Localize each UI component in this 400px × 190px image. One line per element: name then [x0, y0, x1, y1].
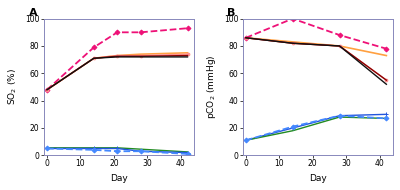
Y-axis label: SO$_2$ (%): SO$_2$ (%): [7, 69, 20, 105]
Text: A: A: [29, 8, 37, 18]
Y-axis label: pCO$_2$ (mmHg): pCO$_2$ (mmHg): [205, 55, 218, 119]
X-axis label: Day: Day: [110, 174, 128, 183]
X-axis label: Day: Day: [309, 174, 327, 183]
Text: B: B: [228, 8, 236, 18]
